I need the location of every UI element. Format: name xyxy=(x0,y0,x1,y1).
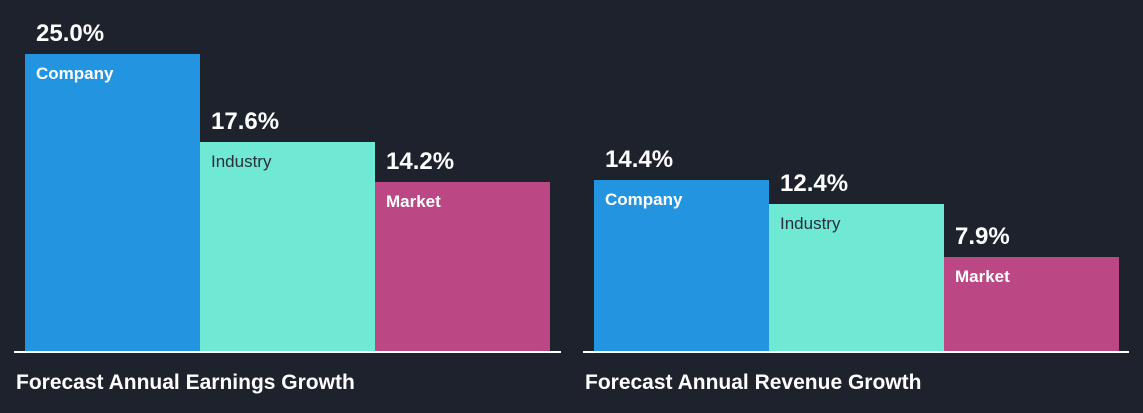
revenue-growth-chart: Company 14.4% Industry 12.4% Market 7.9% Fore… xyxy=(583,0,1143,413)
revenue-bar-market: Market xyxy=(944,257,1119,351)
revenue-bar-label-market: Market xyxy=(955,267,1010,286)
earnings-value-label-company: 25.0% xyxy=(36,20,105,47)
revenue-bar-label-company: Company xyxy=(605,190,683,209)
earnings-chart-title: Forecast Annual Earnings Growth xyxy=(16,371,355,394)
revenue-bar-industry: Industry xyxy=(769,204,944,351)
earnings-value-label-market: 14.2% xyxy=(386,148,455,175)
earnings-value-label-industry: 17.6% xyxy=(211,108,280,135)
earnings-bar-market: Market xyxy=(375,182,550,351)
revenue-value-label-market: 7.9% xyxy=(955,223,1010,250)
revenue-value-label-industry: 12.4% xyxy=(780,170,849,197)
revenue-bar-label-industry: Industry xyxy=(780,214,841,233)
revenue-baseline xyxy=(583,351,1129,353)
revenue-value-label-company: 14.4% xyxy=(605,146,674,173)
earnings-growth-chart: Company 25.0% Industry 17.6% Market 14.2% For… xyxy=(14,0,574,413)
earnings-bar-industry: Industry xyxy=(200,142,375,351)
earnings-bar-company: Company xyxy=(25,54,200,351)
revenue-bar-company: Company xyxy=(594,180,769,351)
earnings-bar-label-industry: Industry xyxy=(211,152,272,171)
revenue-chart-title: Forecast Annual Revenue Growth xyxy=(585,371,922,394)
earnings-bar-label-company: Company xyxy=(36,64,114,83)
earnings-bar-label-market: Market xyxy=(386,192,441,211)
earnings-baseline xyxy=(14,351,561,353)
